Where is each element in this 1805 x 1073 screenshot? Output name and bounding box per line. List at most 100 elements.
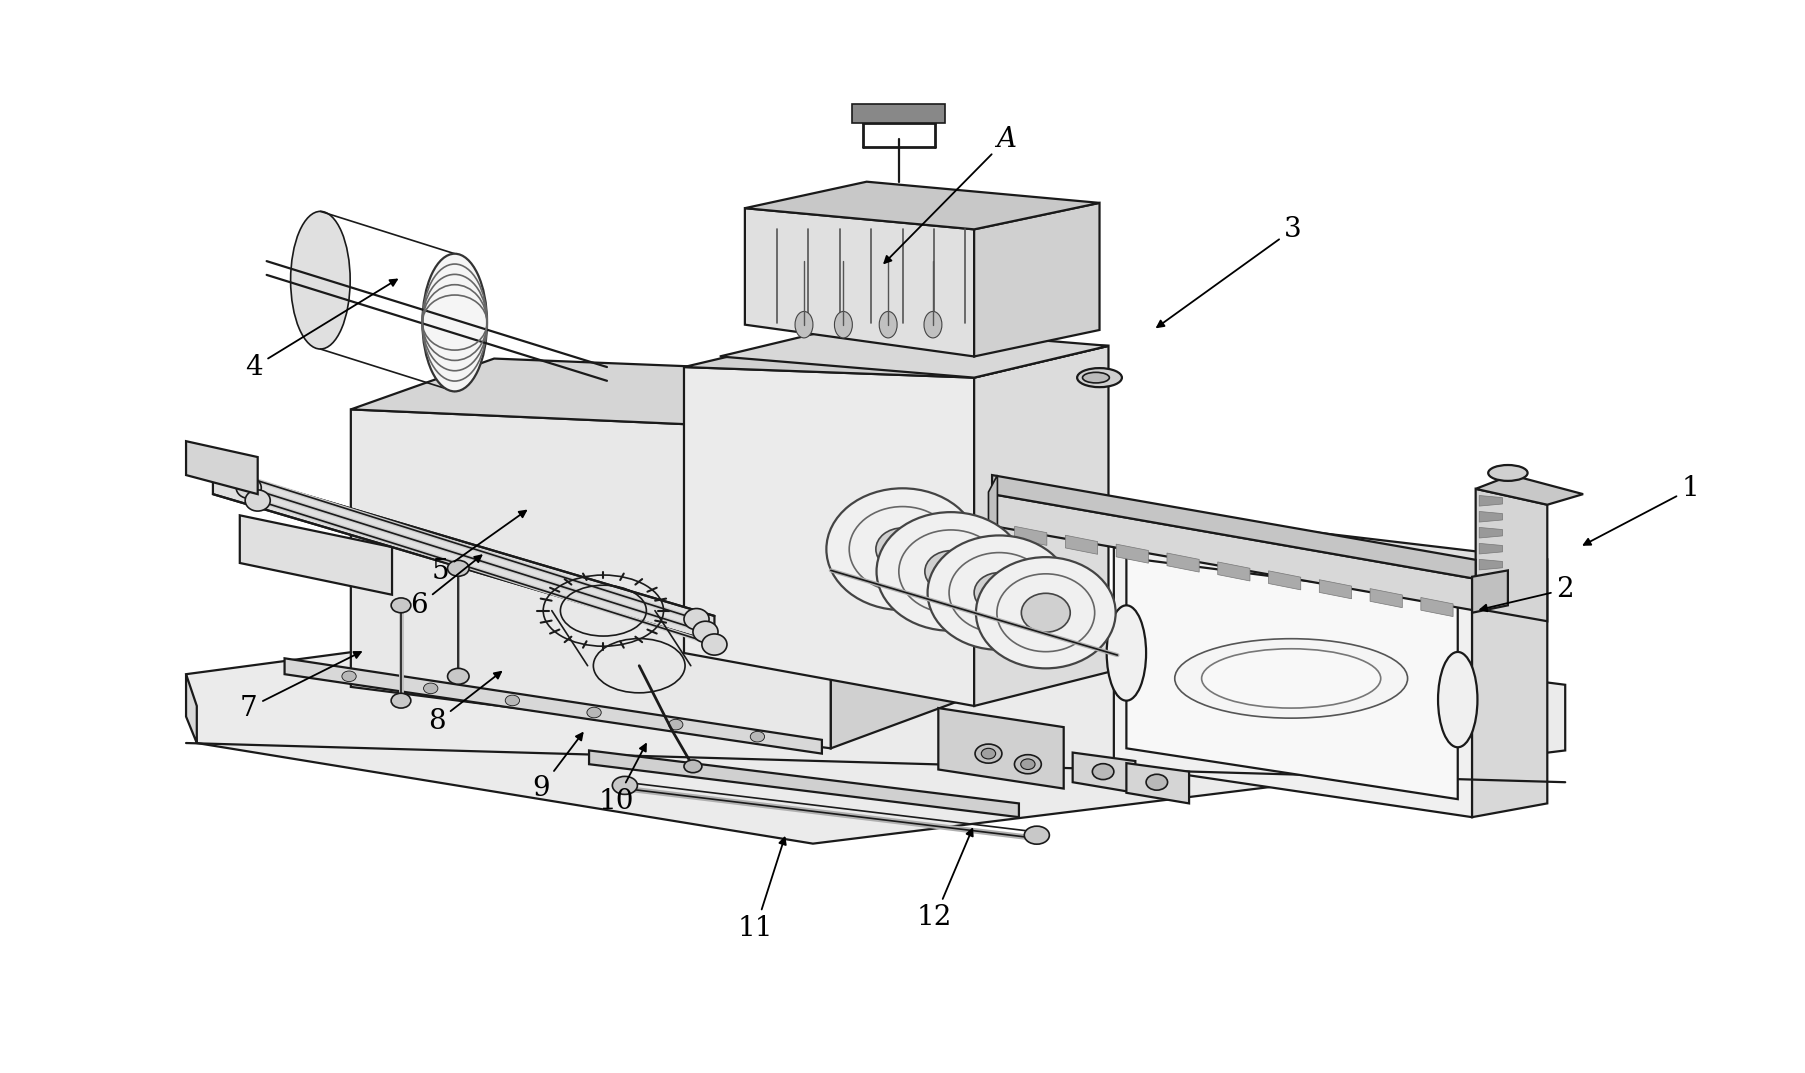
Polygon shape — [1115, 544, 1148, 563]
Ellipse shape — [1023, 826, 1049, 844]
Polygon shape — [350, 410, 830, 748]
Polygon shape — [1319, 579, 1352, 599]
Ellipse shape — [975, 744, 1002, 763]
Ellipse shape — [977, 557, 1115, 668]
Ellipse shape — [448, 560, 469, 576]
Ellipse shape — [702, 634, 727, 656]
Ellipse shape — [587, 707, 601, 718]
Ellipse shape — [227, 465, 253, 486]
Text: 7: 7 — [240, 652, 361, 721]
Polygon shape — [1480, 591, 1502, 602]
Polygon shape — [939, 708, 1063, 789]
Ellipse shape — [875, 528, 930, 571]
Polygon shape — [186, 441, 258, 495]
Polygon shape — [1480, 575, 1502, 586]
Polygon shape — [1114, 517, 1547, 589]
Ellipse shape — [877, 512, 1025, 631]
Ellipse shape — [668, 719, 682, 730]
Polygon shape — [1168, 553, 1199, 572]
Ellipse shape — [1078, 368, 1123, 387]
Polygon shape — [186, 674, 197, 743]
Polygon shape — [684, 367, 975, 706]
Ellipse shape — [424, 684, 439, 693]
Polygon shape — [830, 378, 975, 748]
Ellipse shape — [751, 732, 765, 741]
Polygon shape — [1480, 512, 1502, 523]
Polygon shape — [975, 203, 1099, 356]
Polygon shape — [684, 335, 1108, 378]
Ellipse shape — [1020, 759, 1034, 769]
Polygon shape — [1476, 489, 1547, 621]
Ellipse shape — [341, 671, 356, 681]
Ellipse shape — [924, 550, 977, 592]
Ellipse shape — [693, 621, 718, 643]
Polygon shape — [1480, 496, 1502, 506]
Ellipse shape — [236, 477, 262, 498]
Ellipse shape — [1022, 593, 1070, 632]
Polygon shape — [1480, 543, 1502, 554]
Ellipse shape — [928, 535, 1070, 650]
Polygon shape — [1065, 535, 1097, 555]
Polygon shape — [1476, 475, 1583, 504]
Ellipse shape — [982, 748, 996, 759]
Polygon shape — [588, 750, 1018, 818]
Polygon shape — [1126, 763, 1189, 804]
Ellipse shape — [1106, 605, 1146, 701]
Polygon shape — [975, 346, 1108, 706]
Ellipse shape — [1092, 764, 1114, 780]
Ellipse shape — [245, 490, 271, 511]
Ellipse shape — [975, 573, 1023, 613]
Text: 8: 8 — [428, 672, 502, 735]
Polygon shape — [1421, 598, 1453, 617]
Ellipse shape — [392, 598, 412, 613]
Text: 6: 6 — [410, 556, 482, 619]
Ellipse shape — [684, 608, 709, 630]
Ellipse shape — [794, 311, 812, 338]
Polygon shape — [1072, 752, 1135, 793]
Ellipse shape — [392, 693, 412, 708]
Text: A: A — [884, 126, 1016, 263]
Polygon shape — [186, 589, 1565, 843]
Polygon shape — [1370, 589, 1402, 607]
Ellipse shape — [1014, 754, 1041, 774]
Ellipse shape — [448, 668, 469, 685]
Polygon shape — [852, 104, 946, 123]
Polygon shape — [1480, 559, 1502, 570]
Text: 5: 5 — [431, 511, 525, 585]
Polygon shape — [720, 325, 1108, 378]
Ellipse shape — [1083, 372, 1110, 383]
Ellipse shape — [1175, 638, 1408, 718]
Text: 3: 3 — [1157, 216, 1301, 327]
Polygon shape — [993, 475, 1476, 578]
Polygon shape — [1480, 528, 1502, 538]
Polygon shape — [1114, 547, 1473, 818]
Polygon shape — [213, 468, 715, 643]
Polygon shape — [1014, 527, 1047, 545]
Ellipse shape — [924, 311, 942, 338]
Polygon shape — [993, 495, 1476, 611]
Text: 12: 12 — [917, 829, 973, 931]
Text: 9: 9 — [532, 733, 583, 803]
Ellipse shape — [879, 311, 897, 338]
Polygon shape — [1126, 558, 1458, 799]
Ellipse shape — [505, 695, 520, 706]
Text: 4: 4 — [245, 280, 397, 381]
Ellipse shape — [684, 760, 702, 773]
Ellipse shape — [291, 211, 350, 349]
Polygon shape — [350, 358, 975, 430]
Polygon shape — [989, 475, 998, 547]
Ellipse shape — [1439, 652, 1478, 747]
Ellipse shape — [1487, 465, 1527, 481]
Ellipse shape — [1202, 649, 1381, 708]
Polygon shape — [240, 515, 392, 594]
Ellipse shape — [612, 777, 637, 794]
Ellipse shape — [834, 311, 852, 338]
Polygon shape — [1473, 560, 1547, 818]
Polygon shape — [745, 181, 1099, 230]
Text: 1: 1 — [1583, 475, 1700, 545]
Polygon shape — [1218, 562, 1251, 580]
Text: 2: 2 — [1480, 576, 1574, 612]
Polygon shape — [1269, 571, 1301, 590]
Polygon shape — [1473, 571, 1507, 613]
Polygon shape — [745, 208, 975, 356]
